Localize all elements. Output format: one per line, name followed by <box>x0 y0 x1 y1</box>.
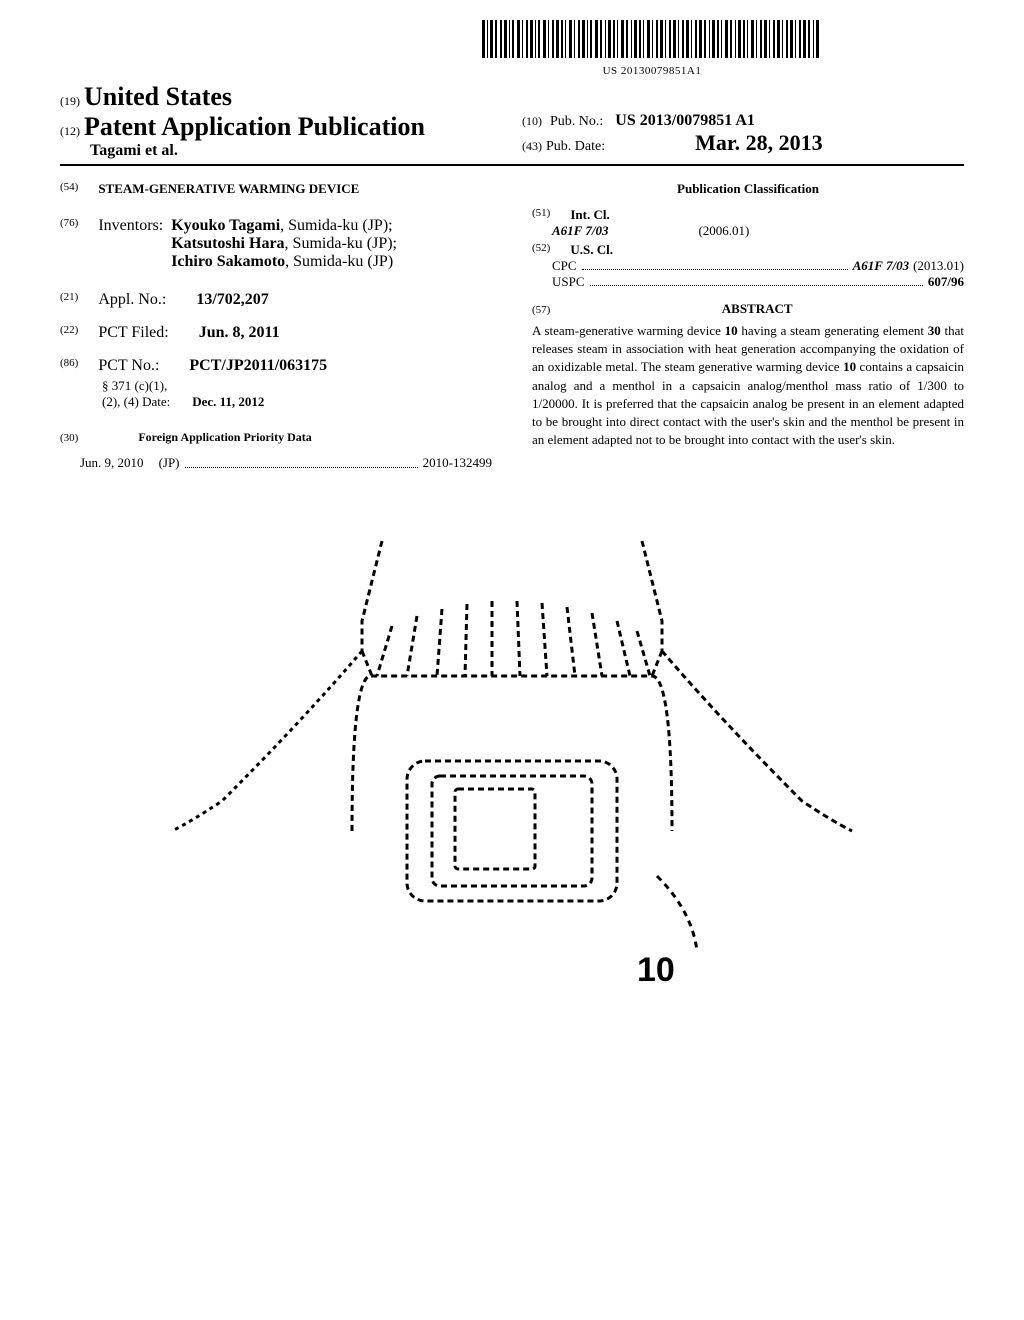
cpc-value: A61F 7/03 <box>853 258 909 274</box>
abstract-prefix: (57) <box>532 304 550 316</box>
pub-date-label: Pub. Date: <box>546 139 605 155</box>
appl-no-prefix: (21) <box>60 291 78 309</box>
pub-date-line: (43) Pub. Date: Mar. 28, 2013 <box>522 130 964 156</box>
pub-no-prefix: (10) <box>522 114 542 128</box>
title-text: STEAM-GENERATIVE WARMING DEVICE <box>98 181 359 197</box>
right-column: Publication Classification (51) Int. Cl.… <box>532 181 964 471</box>
header-right: (10) Pub. No.: US 2013/0079851 A1 (43) P… <box>502 82 964 160</box>
barcode-number: US 20130079851A1 <box>340 65 964 77</box>
pub-type: Patent Application Publication <box>84 112 425 141</box>
int-cl-code: A61F 7/03 <box>552 223 608 239</box>
us-cl-label: U.S. Cl. <box>570 242 613 258</box>
inventors-label: Inventors: <box>98 217 163 271</box>
pub-date: Mar. 28, 2013 <box>695 130 823 156</box>
cpc-label: CPC <box>552 258 577 274</box>
pub-date-prefix: (43) <box>522 139 542 154</box>
inventor-item: Kyouko Tagami, Sumida-ku (JP); <box>171 217 397 235</box>
figure-section: 10 <box>60 521 964 1026</box>
pct-no-label: PCT No.: <box>98 357 159 375</box>
pct-filed-prefix: (22) <box>60 324 78 342</box>
inventor-item: Ichiro Sakamoto, Sumida-ku (JP) <box>171 253 397 271</box>
pct-filed-field: (22) PCT Filed: Jun. 8, 2011 <box>60 324 492 342</box>
classification-header: Publication Classification <box>532 181 964 197</box>
pct-sub-value: Dec. 11, 2012 <box>192 394 264 410</box>
us-cl-prefix: (52) <box>532 242 550 258</box>
pct-sub-label: § 371 (c)(1), <box>102 378 492 394</box>
dots-separator <box>590 285 923 286</box>
dots-separator <box>185 455 418 468</box>
int-cl-year: (2006.01) <box>698 223 749 239</box>
main-content: (54) STEAM-GENERATIVE WARMING DEVICE (76… <box>60 181 964 471</box>
country-prefix: (19) <box>60 94 80 108</box>
authors: Tagami et al. <box>90 142 502 160</box>
inventor-location: , Sumida-ku (JP) <box>285 253 393 270</box>
inventor-name: Ichiro Sakamoto <box>171 253 285 270</box>
abstract-header: ABSTRACT <box>550 301 964 317</box>
dots-separator <box>582 269 848 270</box>
inventors-field: (76) Inventors: Kyouko Tagami, Sumida-ku… <box>60 217 492 271</box>
document-header: (19) United States (12) Patent Applicati… <box>60 82 964 166</box>
pct-no-value: PCT/JP2011/063175 <box>189 357 327 375</box>
abstract-section: (57) ABSTRACT A steam-generative warming… <box>532 293 964 449</box>
appl-no-label: Appl. No.: <box>98 291 166 309</box>
pub-no-label: Pub. No.: <box>550 114 603 129</box>
int-cl-label: Int. Cl. <box>570 207 609 223</box>
svg-text:10: 10 <box>637 951 675 989</box>
inventor-name: Kyouko Tagami <box>171 217 280 234</box>
left-column: (54) STEAM-GENERATIVE WARMING DEVICE (76… <box>60 181 492 471</box>
patent-figure: 10 <box>162 521 862 1021</box>
us-cl-field: (52) U.S. Cl. CPC A61F 7/03 (2013.01) US… <box>532 242 964 290</box>
country-line: (19) United States <box>60 82 502 112</box>
cpc-year: (2013.01) <box>913 258 964 274</box>
inventors-prefix: (76) <box>60 217 78 271</box>
country-name: United States <box>84 82 232 111</box>
inventor-item: Katsutoshi Hara, Sumida-ku (JP); <box>171 235 397 253</box>
int-cl-field: (51) Int. Cl. A61F 7/03 (2006.01) <box>532 207 964 239</box>
pub-type-prefix: (12) <box>60 124 80 138</box>
pub-no-line: (10) Pub. No.: US 2013/0079851 A1 <box>522 112 964 130</box>
foreign-data-row: Jun. 9, 2010 (JP) 2010-132499 <box>60 455 492 471</box>
foreign-number: 2010-132499 <box>423 455 492 471</box>
foreign-section: (30) Foreign Application Priority Data J… <box>60 430 492 471</box>
pct-sub-label2: (2), (4) Date: <box>102 394 170 410</box>
title-field: (54) STEAM-GENERATIVE WARMING DEVICE <box>60 181 492 197</box>
barcode-section: US 20130079851A1 <box>340 20 964 77</box>
abstract-text: A steam-generative warming device 10 hav… <box>532 322 964 449</box>
uspc-value: 607/96 <box>928 274 964 290</box>
uspc-label: USPC <box>552 274 585 290</box>
pct-filed-label: PCT Filed: <box>98 324 168 342</box>
pct-no-prefix: (86) <box>60 357 78 375</box>
foreign-prefix: (30) <box>60 432 78 444</box>
pct-no-field: (86) PCT No.: PCT/JP2011/063175 § 371 (c… <box>60 357 492 410</box>
barcode-image <box>482 20 822 63</box>
inventor-location: , Sumida-ku (JP); <box>280 217 392 234</box>
pub-type-line: (12) Patent Application Publication <box>60 112 502 142</box>
foreign-country: (JP) <box>159 455 180 471</box>
foreign-date: Jun. 9, 2010 <box>80 455 144 471</box>
inventor-location: , Sumida-ku (JP); <box>285 235 397 252</box>
title-prefix: (54) <box>60 181 78 197</box>
int-cl-prefix: (51) <box>532 207 550 223</box>
header-left: (19) United States (12) Patent Applicati… <box>60 82 502 160</box>
inventors-list: Kyouko Tagami, Sumida-ku (JP); Katsutosh… <box>171 217 397 271</box>
appl-no-field: (21) Appl. No.: 13/702,207 <box>60 291 492 309</box>
inventor-name: Katsutoshi Hara <box>171 235 284 252</box>
appl-no-value: 13/702,207 <box>196 291 268 309</box>
pct-filed-value: Jun. 8, 2011 <box>199 324 280 342</box>
foreign-header: Foreign Application Priority Data <box>138 430 311 445</box>
pub-no: US 2013/0079851 A1 <box>615 112 755 129</box>
